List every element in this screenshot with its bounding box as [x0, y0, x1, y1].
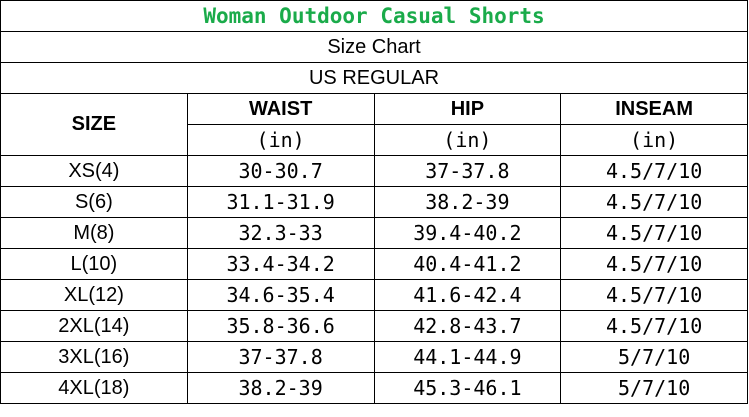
cell-hip: 40.4-41.2 — [373, 248, 562, 280]
cell-size: XS(4) — [0, 155, 188, 187]
header-size: SIZE — [0, 93, 188, 156]
cell-waist: 35.8-36.6 — [186, 310, 375, 342]
table-row: 4XL(18) 38.2-39 45.3-46.1 5/7/10 — [0, 372, 748, 404]
cell-hip: 37-37.8 — [373, 155, 562, 187]
cell-inseam: 4.5/7/10 — [560, 217, 748, 249]
cell-waist: 30-30.7 — [186, 155, 375, 187]
table-row: M(8) 32.3-33 39.4-40.2 4.5/7/10 — [0, 217, 748, 249]
cell-size: L(10) — [0, 248, 188, 280]
table-row: XS(4) 30-30.7 37-37.8 4.5/7/10 — [0, 155, 748, 187]
cell-inseam: 4.5/7/10 — [560, 248, 748, 280]
table-row: XL(12) 34.6-35.4 41.6-42.4 4.5/7/10 — [0, 279, 748, 311]
cell-waist: 33.4-34.2 — [186, 248, 375, 280]
cell-hip: 39.4-40.2 — [373, 217, 562, 249]
table-row: 2XL(14) 35.8-36.6 42.8-43.7 4.5/7/10 — [0, 310, 748, 342]
cell-waist: 37-37.8 — [186, 341, 375, 373]
cell-hip: 38.2-39 — [373, 186, 562, 218]
cell-size: S(6) — [0, 186, 188, 218]
cell-inseam: 5/7/10 — [560, 372, 748, 404]
cell-hip: 44.1-44.9 — [373, 341, 562, 373]
cell-hip: 42.8-43.7 — [373, 310, 562, 342]
region-label: US REGULAR — [0, 62, 748, 94]
cell-waist: 38.2-39 — [186, 372, 375, 404]
cell-waist: 32.3-33 — [186, 217, 375, 249]
unit-waist: (in) — [186, 124, 375, 156]
cell-size: XL(12) — [0, 279, 188, 311]
cell-waist: 34.6-35.4 — [186, 279, 375, 311]
cell-hip: 41.6-42.4 — [373, 279, 562, 311]
unit-hip: (in) — [373, 124, 562, 156]
chart-subtitle: Size Chart — [0, 31, 748, 63]
unit-inseam: (in) — [560, 124, 748, 156]
table-row: 3XL(16) 37-37.8 44.1-44.9 5/7/10 — [0, 341, 748, 373]
cell-size: 4XL(18) — [0, 372, 188, 404]
cell-size: 3XL(16) — [0, 341, 188, 373]
header-hip: HIP — [373, 93, 562, 125]
cell-inseam: 4.5/7/10 — [560, 279, 748, 311]
cell-waist: 31.1-31.9 — [186, 186, 375, 218]
cell-inseam: 4.5/7/10 — [560, 155, 748, 187]
header-inseam: INSEAM — [560, 93, 748, 125]
cell-inseam: 5/7/10 — [560, 341, 748, 373]
size-chart-table: Woman Outdoor Casual Shorts Size Chart U… — [0, 0, 748, 404]
cell-hip: 45.3-46.1 — [373, 372, 562, 404]
cell-size: M(8) — [0, 217, 188, 249]
header-waist: WAIST — [186, 93, 375, 125]
table-row: L(10) 33.4-34.2 40.4-41.2 4.5/7/10 — [0, 248, 748, 280]
cell-inseam: 4.5/7/10 — [560, 310, 748, 342]
table-row: S(6) 31.1-31.9 38.2-39 4.5/7/10 — [0, 186, 748, 218]
cell-size: 2XL(14) — [0, 310, 188, 342]
cell-inseam: 4.5/7/10 — [560, 186, 748, 218]
chart-title: Woman Outdoor Casual Shorts — [0, 0, 748, 32]
